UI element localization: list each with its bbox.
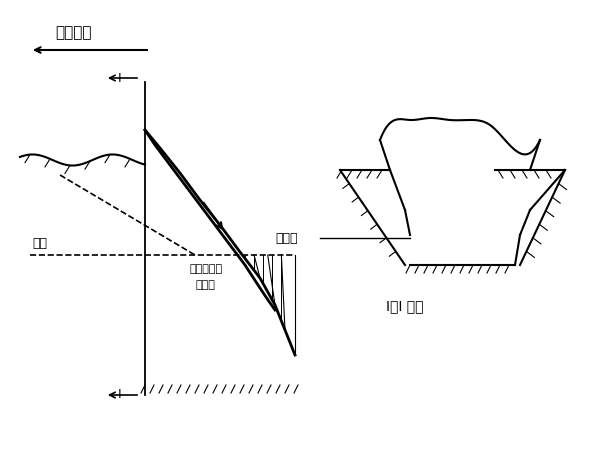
Text: 作业面: 作业面 — [275, 231, 298, 244]
Text: 业班组: 业班组 — [195, 280, 215, 290]
Text: 路堑: 路堑 — [32, 237, 47, 250]
Text: 施工生产作: 施工生产作 — [190, 264, 223, 274]
Text: I: I — [118, 72, 122, 85]
Text: I－I 断面: I－I 断面 — [386, 299, 424, 313]
Text: I: I — [118, 388, 122, 401]
Text: 挖掘方向: 挖掘方向 — [55, 25, 91, 40]
